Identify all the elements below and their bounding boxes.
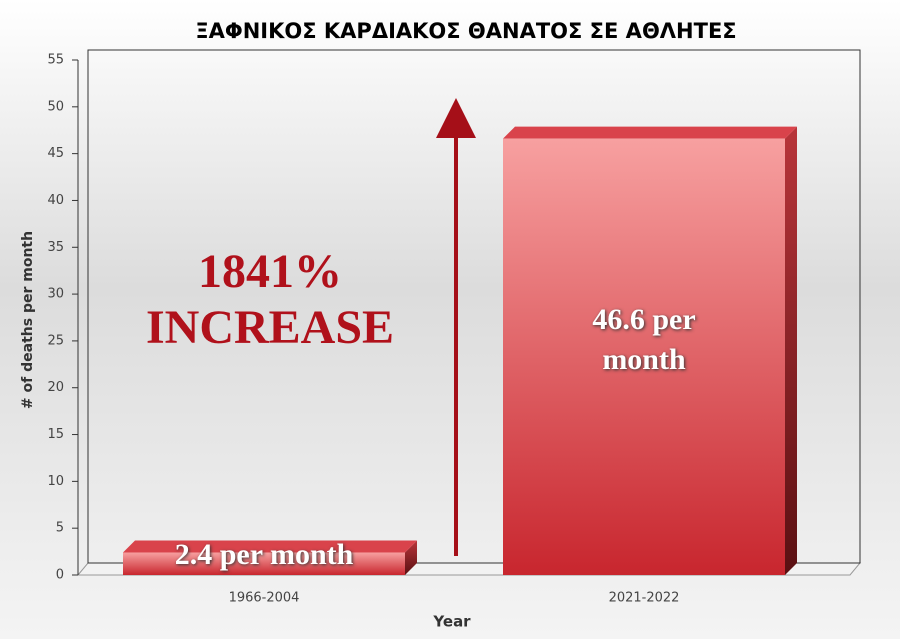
y-tick-label: 35 — [47, 240, 64, 255]
bar-side — [785, 126, 797, 576]
y-tick-label: 0 — [56, 568, 64, 583]
value-label: 2.4 per month — [174, 537, 354, 571]
y-axis-title: # of deaths per month — [20, 231, 36, 409]
value-label: 46.6 per month — [592, 303, 696, 377]
x-tick-label: 1966-2004 — [229, 591, 300, 606]
y-tick-label: 40 — [47, 193, 64, 208]
bar-side — [405, 540, 417, 575]
y-tick-label: 25 — [47, 333, 64, 348]
y-tick-label: 30 — [47, 287, 64, 302]
annotation: 1841% INCREASE — [145, 245, 395, 354]
bar-top — [503, 126, 797, 139]
bar — [123, 552, 405, 575]
x-tick-label: 2021-2022 — [609, 591, 680, 606]
x-axis-title: Year — [432, 613, 471, 631]
y-tick-label: 10 — [47, 474, 64, 489]
y-tick-label: 15 — [47, 427, 64, 442]
y-tick-label: 55 — [47, 53, 64, 68]
y-tick-label: 20 — [47, 380, 64, 395]
bar-top — [123, 540, 417, 553]
y-tick-label: 5 — [56, 521, 64, 536]
back-wall — [87, 49, 861, 564]
y-tick-label: 45 — [47, 146, 64, 161]
y-tick-label: 50 — [47, 99, 64, 114]
bar — [503, 138, 785, 575]
chart-title: ΞΑΦΝΙΚΟΣ ΚΑΡΔΙΑΚΟΣ ΘΑΝΑΤΟΣ ΣΕ ΑΘΛΗΤΕΣ — [195, 19, 736, 43]
